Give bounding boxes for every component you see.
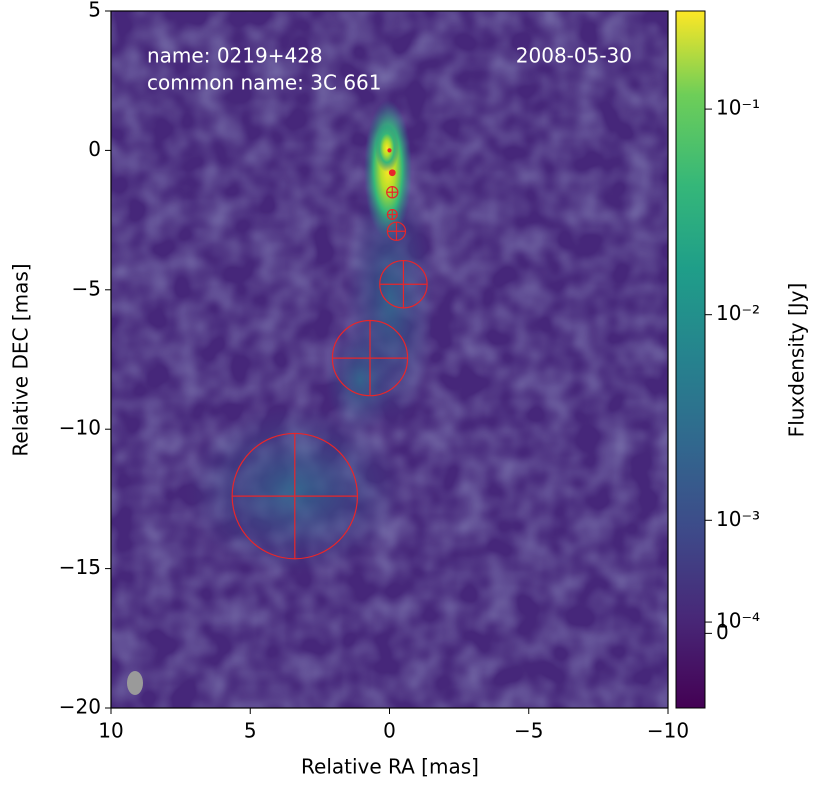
annotation: common name: 3C 661 (147, 71, 382, 95)
x-tick-label: −5 (514, 719, 543, 743)
colorbar-tick-label: 10⁻³ (716, 507, 760, 531)
colorbar-tick-label: 10⁻⁴ (716, 609, 760, 633)
y-tick-label: −15 (59, 555, 101, 579)
annotation: 2008-05-30 (516, 44, 632, 68)
colorbar-tick-label: 0 (716, 620, 729, 644)
colorbar-label: Fluxdensity [Jy] (785, 283, 809, 438)
annotation: name: 0219+428 (147, 44, 323, 68)
y-tick-label: 5 (88, 0, 101, 22)
colorbar-tick-label: 10⁻¹ (716, 96, 760, 120)
x-tick-label: 0 (383, 719, 396, 743)
y-tick-label: 0 (88, 137, 101, 161)
y-tick-label: −20 (59, 695, 101, 719)
y-tick-label: −10 (59, 416, 101, 440)
colorbar-tick-label: 10⁻² (716, 301, 760, 325)
model-component (388, 169, 396, 177)
model-component (387, 148, 392, 153)
x-tick-label: −10 (647, 719, 689, 743)
image (111, 11, 668, 708)
x-tick-label: 10 (98, 719, 123, 743)
y-axis-label: Relative DEC [mas] (9, 263, 33, 456)
x-tick-label: 5 (244, 719, 257, 743)
x-axis-label: Relative RA [mas] (301, 755, 479, 779)
y-tick-label: −5 (72, 276, 101, 300)
colorbar (675, 10, 706, 709)
